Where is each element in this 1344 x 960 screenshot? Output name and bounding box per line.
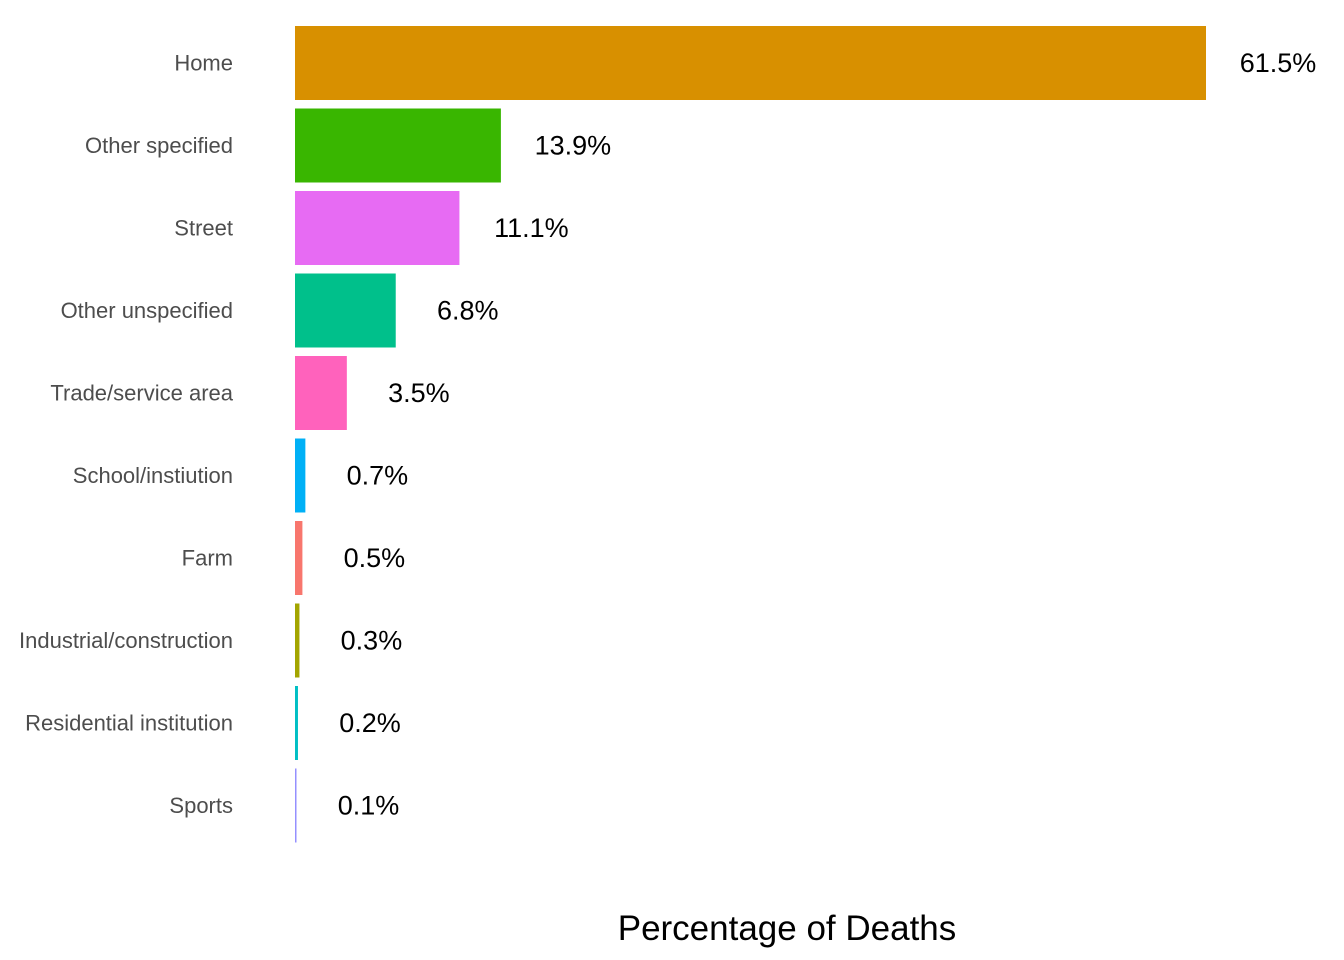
category-label: Other unspecified (61, 298, 233, 323)
bar-5 (295, 438, 306, 513)
bar-9 (295, 768, 297, 843)
value-label: 11.1% (494, 213, 569, 243)
category-label: Industrial/construction (19, 628, 233, 653)
value-label: 13.9% (535, 131, 612, 161)
category-label: Sports (169, 793, 233, 818)
bar-7 (295, 603, 300, 678)
category-label: Home (174, 51, 233, 76)
bar-6 (295, 521, 303, 595)
value-labels: 61.5% 13.9% 11.1% 6.8% 3.5% 0.7% 0.5% 0.3% 0.2% 0… (338, 48, 1317, 821)
value-label: 6.8% (437, 296, 499, 326)
category-label: School/instiution (73, 463, 233, 488)
bar-8 (295, 686, 298, 760)
bar-2 (295, 191, 460, 265)
category-label: Street (174, 216, 233, 241)
value-label: 61.5% (1240, 48, 1317, 78)
bar-0 (295, 26, 1206, 100)
bar-1 (295, 108, 501, 183)
value-label: 0.5% (344, 543, 406, 573)
value-label: 0.1% (338, 791, 400, 821)
value-label: 0.7% (347, 461, 409, 491)
value-label: 0.3% (341, 626, 403, 656)
category-label: Residential institution (25, 711, 233, 736)
bar-3 (295, 273, 396, 348)
category-label: Farm (182, 546, 233, 571)
category-label: Other specified (85, 133, 233, 158)
category-labels: Home Other specified Street Other unspecifi… (19, 51, 234, 819)
value-label: 0.2% (339, 708, 401, 738)
bar-4 (295, 356, 347, 430)
category-label: Trade/service area (50, 381, 233, 406)
bars (295, 26, 1206, 843)
value-label: 3.5% (388, 378, 450, 408)
x-axis-title: Percentage of Deaths (618, 909, 957, 948)
